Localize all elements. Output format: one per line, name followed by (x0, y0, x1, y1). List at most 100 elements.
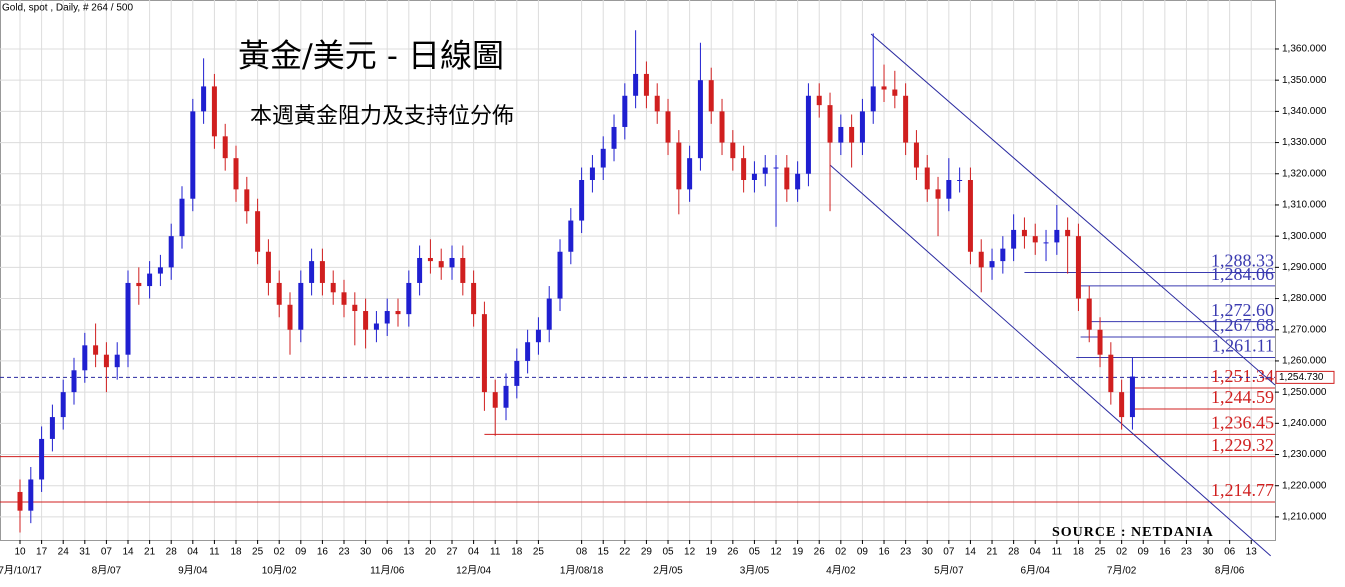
x-tick-label: 14 (122, 547, 134, 558)
candle-body (892, 89, 898, 96)
candle-body (28, 479, 34, 511)
candle-body (201, 86, 207, 112)
x-tick-label: 04 (468, 547, 480, 558)
x-tick-label: 28 (1008, 547, 1020, 558)
candle-body (978, 251, 984, 268)
candle-body (1075, 236, 1081, 299)
candle-body (39, 438, 45, 480)
candle-body (697, 80, 703, 159)
candle-body (838, 126, 844, 143)
candle-body (255, 211, 261, 252)
candle-body (244, 189, 250, 212)
candle-body (579, 180, 585, 221)
x-tick-label: 26 (727, 547, 739, 558)
candle-body (233, 158, 239, 190)
candle-body (427, 257, 433, 262)
candle-body (859, 111, 865, 143)
x-tick-label: 29 (641, 547, 653, 558)
candle-body (1054, 229, 1060, 243)
x-tick-label: 18 (511, 547, 523, 558)
candle-body (460, 257, 466, 283)
y-tick-label: 1,280.000 (1282, 293, 1327, 304)
grid: 1,210.000 1,220.000 1,230.000 1,240.000 1,25… (0, 0, 1327, 577)
candle-body (384, 311, 390, 324)
candle-body (352, 304, 358, 312)
y-tick-label: 1,240.000 (1282, 418, 1327, 429)
chart-subtitle: 本週黃金阻力及支持位分佈 (250, 104, 514, 129)
x-tick-label: 09 (295, 547, 307, 558)
candle-body (622, 95, 628, 127)
candle-body (795, 173, 801, 190)
month-label: 4月/02 (826, 565, 856, 577)
candle-body (665, 111, 671, 143)
x-tick-label: 04 (1030, 547, 1042, 558)
x-tick-label: 09 (857, 547, 869, 558)
candle-body (1043, 242, 1049, 244)
candle-body (406, 282, 412, 315)
y-tick-label: 1,290.000 (1282, 262, 1327, 273)
month-label: 9月/04 (178, 565, 208, 577)
candle-body (492, 392, 498, 408)
y-tick-label: 1,210.000 (1282, 512, 1327, 523)
y-tick-label: 1,300.000 (1282, 231, 1327, 242)
x-tick-label: 19 (792, 547, 804, 558)
x-tick-label: 27 (446, 547, 458, 558)
x-tick-label: 18 (230, 547, 242, 558)
candle-body (190, 111, 196, 199)
candle-body (449, 257, 455, 268)
y-tick-label: 1,260.000 (1282, 356, 1327, 367)
month-label: 5月/07 (934, 565, 964, 577)
candle-body (82, 345, 88, 371)
x-tick-label: 20 (425, 547, 437, 558)
candle-body (1021, 229, 1027, 237)
plot-frame (0, 0, 1276, 541)
x-tick-label: 10 (14, 547, 26, 558)
header: Gold, spot , Daily, # 264 / 500 (2, 3, 133, 14)
candle-body (1097, 329, 1103, 355)
x-tick-label: 07 (943, 547, 955, 558)
channel-line (870, 33, 1276, 386)
level-label: 1,272.60 (1211, 300, 1274, 320)
level-label: 1,284.06 (1211, 264, 1274, 284)
candle-body (741, 158, 747, 180)
month-label: 8月/06 (1215, 565, 1245, 577)
candle-body (373, 323, 379, 330)
x-tick-label: 24 (58, 547, 70, 558)
candle-body (1011, 229, 1017, 249)
x-tick-label: 05 (662, 547, 674, 558)
y-tick-label: 1,320.000 (1282, 168, 1327, 179)
month-label: 7月/10/17 (0, 565, 42, 577)
month-label: 2月/05 (653, 565, 683, 577)
candle-body (957, 180, 963, 181)
candle-body (568, 220, 574, 252)
candle-body (287, 304, 293, 330)
last-price-box (1275, 370, 1335, 384)
candle-body (1119, 392, 1125, 418)
candle-body (438, 261, 444, 268)
level-label: 1,251.34 (1211, 366, 1274, 386)
x-tick-label: 30 (1202, 547, 1214, 558)
candle-body (136, 282, 142, 287)
x-tick-label: 02 (274, 547, 286, 558)
month-label: 11月/06 (370, 565, 405, 577)
candle-body (816, 95, 822, 106)
candle-body (319, 261, 325, 283)
candle-body (71, 370, 77, 393)
x-tick-label: 14 (965, 547, 977, 558)
x-tick-label: 21 (986, 547, 998, 558)
candle-body (363, 311, 369, 330)
candle-body (60, 392, 66, 418)
x-tick-label: 13 (1246, 547, 1258, 558)
x-tick-label: 16 (878, 547, 890, 558)
x-tick-label: 05 (749, 547, 761, 558)
x-tick-label: 23 (900, 547, 912, 558)
x-tick-label: 08 (576, 547, 588, 558)
candle-body (471, 282, 477, 315)
x-tick-label: 12 (684, 547, 696, 558)
candle-body (309, 261, 315, 283)
candle-body (827, 105, 833, 143)
candle-body (924, 167, 930, 190)
month-label: 12月/04 (456, 565, 491, 577)
